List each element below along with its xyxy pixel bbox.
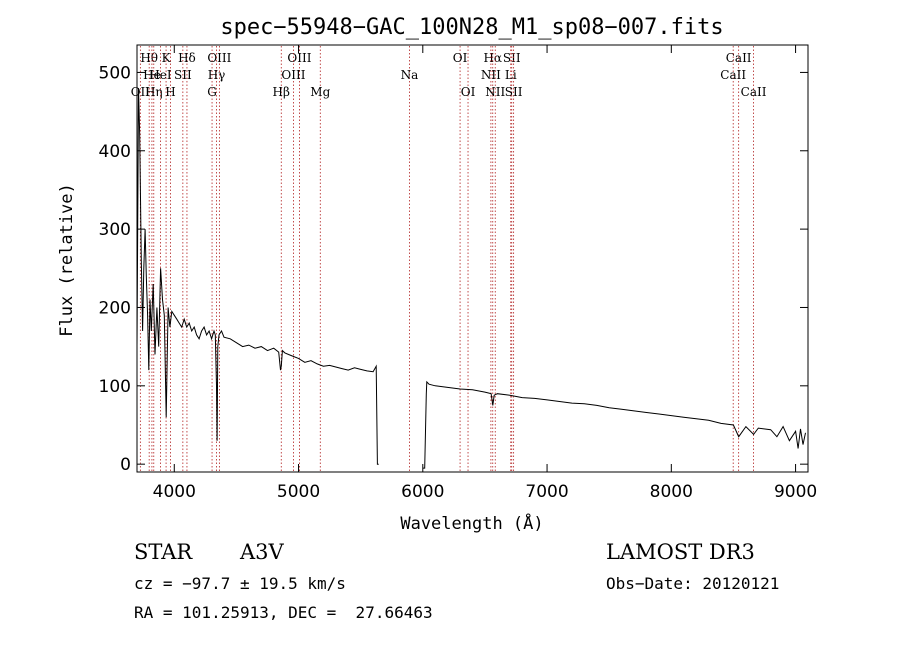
line-label-6: H [165, 85, 175, 99]
x-axis-ticks: 4000 5000 6000 7000 8000 9000 [153, 45, 817, 502]
x-tick-label-0: 4000 [153, 482, 196, 502]
line-label-24: SII [505, 85, 523, 99]
spectrum-line-1 [422, 380, 806, 469]
survey-name: LAMOST DR3 [606, 540, 755, 564]
line-label-18: OI [461, 85, 476, 99]
x-tick-label-5: 9000 [774, 482, 817, 502]
line-label-23: Li [505, 68, 517, 82]
line-label-22: SII [503, 51, 521, 65]
line-label-11: G [207, 85, 217, 99]
object-subclass: A3V [240, 540, 284, 564]
line-label-5: HeI [149, 68, 172, 82]
y-tick-label-0: 0 [120, 455, 131, 475]
y-tick-label-1: 100 [99, 377, 131, 397]
line-label-14: OIII [281, 68, 305, 82]
object-class: STAR [134, 540, 193, 564]
line-label-17: OI [453, 51, 468, 65]
line-label-15: Mg [310, 85, 330, 99]
line-label-27: CaII [741, 85, 767, 99]
line-label-4: K [162, 51, 172, 65]
line-label-26: CaII [720, 68, 746, 82]
y-tick-label-2: 200 [99, 298, 131, 318]
y-tick-label-4: 400 [99, 142, 131, 162]
line-label-21: NII [485, 85, 505, 99]
obs-date-line: Obs−Date: 20120121 [606, 574, 780, 593]
x-tick-label-4: 8000 [650, 482, 693, 502]
line-label-16: Na [401, 68, 419, 82]
y-axis-ticks: 0 100 200 300 400 500 [99, 63, 808, 475]
line-label-3: Hη [145, 85, 163, 99]
coordinates-line: RA = 101.25913, DEC = 27.66463 [134, 603, 433, 622]
y-axis-label: Flux (relative) [57, 183, 77, 337]
line-label-8: Hδ [178, 51, 196, 65]
x-tick-label-2: 6000 [401, 482, 444, 502]
spectrum-series [136, 88, 806, 469]
chart-title: spec−55948−GAC_100N28_M1_sp08−007.fits [220, 15, 723, 40]
line-label-10: Hγ [208, 68, 226, 82]
line-label-7: SII [174, 68, 192, 82]
line-label-2: OII [131, 85, 151, 99]
line-label-12: Hβ [273, 85, 290, 99]
spectrum-line-0 [136, 88, 379, 465]
y-tick-label-3: 300 [99, 220, 131, 240]
x-tick-label-3: 7000 [525, 482, 568, 502]
line-label-19: Hα [483, 51, 502, 65]
x-axis-label: Wavelength (Å) [400, 512, 543, 534]
line-label-0: Hθ [140, 51, 158, 65]
x-tick-label-1: 5000 [277, 482, 320, 502]
line-label-1: He [143, 68, 161, 82]
line-label-20: NII [481, 68, 501, 82]
line-label-13: OIII [287, 51, 311, 65]
y-tick-label-5: 500 [99, 63, 131, 83]
line-label-25: CaII [726, 51, 752, 65]
plot-frame [136, 44, 809, 473]
line-label-9: OIII [207, 51, 231, 65]
redshift-line: cz = −97.7 ± 19.5 km/s [134, 574, 346, 593]
